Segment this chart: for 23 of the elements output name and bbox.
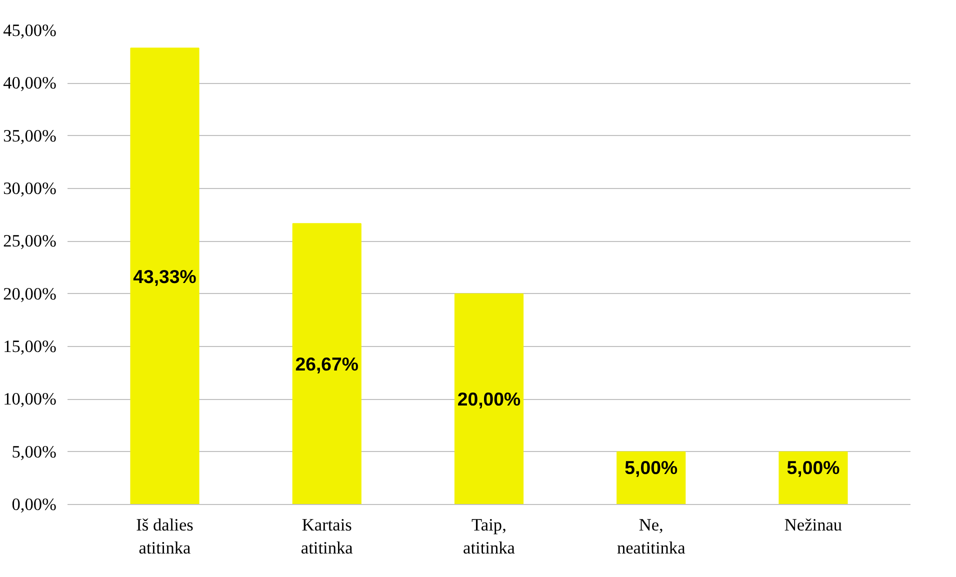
y-tick-label: 5,00% — [12, 442, 57, 462]
x-tick-label: Taip, atitinka — [463, 516, 516, 558]
bar — [130, 48, 200, 504]
y-tick-label: 35,00% — [3, 126, 57, 146]
y-tick-label: 25,00% — [3, 232, 57, 251]
data-label: 5,00% — [624, 457, 678, 478]
bar — [454, 293, 524, 504]
x-tick-label: Ne, neatitinka — [616, 516, 686, 558]
x-tick-label: Iš dalies atitinka — [136, 516, 194, 558]
data-label: 43,33% — [133, 266, 197, 287]
x-tick-label: Nežinau — [784, 516, 842, 534]
bar — [292, 223, 362, 504]
y-tick-label: 0,00% — [12, 495, 57, 514]
y-tick-label: 40,00% — [3, 74, 57, 93]
data-label: 5,00% — [786, 457, 840, 478]
data-label: 26,67% — [295, 354, 359, 375]
data-label: 20,00% — [457, 388, 522, 410]
y-tick-label: 30,00% — [3, 179, 57, 198]
y-tick-label: 15,00% — [3, 337, 57, 356]
y-tick-label: 10,00% — [3, 390, 57, 409]
y-tick-label: 45,00% — [3, 21, 57, 40]
y-tick-label: 20,00% — [3, 284, 57, 304]
x-tick-label: Kartais atitinka — [300, 516, 354, 558]
